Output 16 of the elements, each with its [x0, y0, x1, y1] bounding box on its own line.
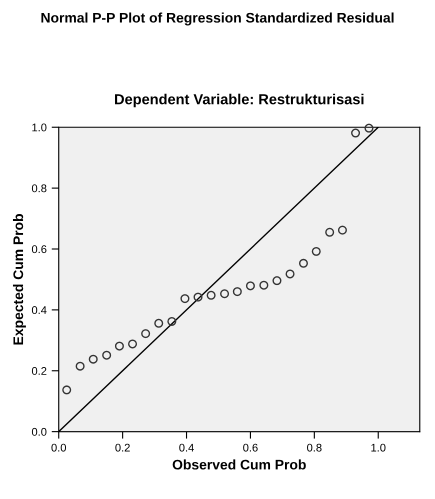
x-tick-label: 0.2	[115, 444, 130, 452]
x-tick-label: 0.6	[243, 444, 258, 452]
x-tick-label: 0.4	[179, 444, 194, 452]
x-tick-label: 1.0	[371, 444, 386, 452]
y-tick-label: 1.0	[32, 124, 46, 132]
x-tick-label: 0.0	[51, 444, 66, 452]
y-tick-label: 0.0	[32, 428, 46, 436]
x-tick-label: 0.8	[307, 444, 322, 452]
y-axis-title: Expected Cum Prob	[12, 214, 26, 344]
y-tick-label: 0.2	[32, 367, 46, 375]
y-tick-label: 0.4	[32, 306, 47, 314]
y-tick-label: 0.6	[32, 245, 46, 254]
x-axis-title: Observed Cum Prob	[172, 459, 306, 470]
y-tick-label: 0.8	[32, 184, 46, 192]
chart-title: Normal P-P Plot of Regression Standardized Residual	[41, 12, 394, 26]
chart-subtitle: Dependent Variable: Restrukturisasi	[115, 94, 364, 108]
